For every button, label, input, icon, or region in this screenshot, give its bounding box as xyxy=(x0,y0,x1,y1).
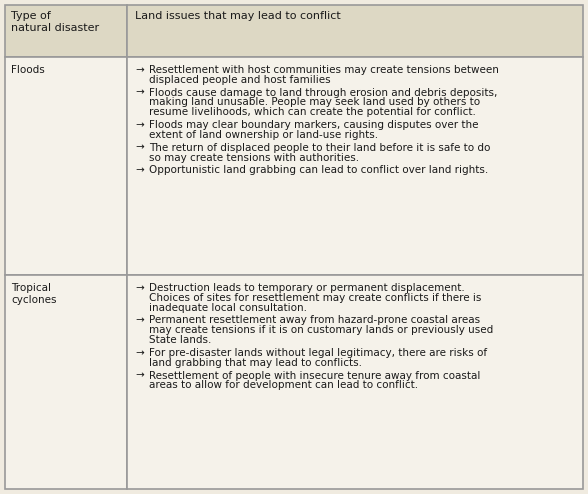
Text: →: → xyxy=(135,65,143,75)
Text: →: → xyxy=(135,165,143,175)
Bar xyxy=(5,275,127,489)
Text: inadequate local consultation.: inadequate local consultation. xyxy=(149,303,307,313)
Text: Destruction leads to temporary or permanent displacement.: Destruction leads to temporary or perman… xyxy=(149,283,465,293)
Text: extent of land ownership or land-use rights.: extent of land ownership or land-use rig… xyxy=(149,130,378,140)
Text: Permanent resettlement away from hazard-prone coastal areas: Permanent resettlement away from hazard-… xyxy=(149,316,480,326)
Text: Tropical
cyclones: Tropical cyclones xyxy=(11,283,56,305)
Bar xyxy=(5,5,127,57)
Text: Resettlement of people with insecure tenure away from coastal: Resettlement of people with insecure ten… xyxy=(149,370,480,380)
Text: land grabbing that may lead to conflicts.: land grabbing that may lead to conflicts… xyxy=(149,358,362,368)
Text: so may create tensions with authorities.: so may create tensions with authorities. xyxy=(149,153,359,163)
Text: Land issues that may lead to conflict: Land issues that may lead to conflict xyxy=(135,11,341,21)
Text: For pre-disaster lands without legal legitimacy, there are risks of: For pre-disaster lands without legal leg… xyxy=(149,348,487,358)
Text: Opportunistic land grabbing can lead to conflict over land rights.: Opportunistic land grabbing can lead to … xyxy=(149,165,488,175)
Text: Choices of sites for resettlement may create conflicts if there is: Choices of sites for resettlement may cr… xyxy=(149,293,482,303)
Text: Floods: Floods xyxy=(11,65,45,75)
Text: may create tensions if it is on customary lands or previously used: may create tensions if it is on customar… xyxy=(149,326,493,335)
Text: Floods may clear boundary markers, causing disputes over the: Floods may clear boundary markers, causi… xyxy=(149,120,479,130)
Text: making land unusable. People may seek land used by others to: making land unusable. People may seek la… xyxy=(149,97,480,108)
Text: Floods cause damage to land through erosion and debris deposits,: Floods cause damage to land through eros… xyxy=(149,87,497,98)
Text: →: → xyxy=(135,348,143,358)
Text: displaced people and host families: displaced people and host families xyxy=(149,75,330,85)
Bar xyxy=(127,275,583,489)
Text: Resettlement with host communities may create tensions between: Resettlement with host communities may c… xyxy=(149,65,499,75)
Text: →: → xyxy=(135,120,143,130)
Text: →: → xyxy=(135,370,143,380)
Text: State lands.: State lands. xyxy=(149,335,211,345)
Text: →: → xyxy=(135,283,143,293)
Text: resume livelihoods, which can create the potential for conflict.: resume livelihoods, which can create the… xyxy=(149,107,476,118)
Bar xyxy=(127,5,583,57)
Text: The return of displaced people to their land before it is safe to do: The return of displaced people to their … xyxy=(149,143,490,153)
Text: →: → xyxy=(135,87,143,98)
Text: areas to allow for development can lead to conflict.: areas to allow for development can lead … xyxy=(149,380,418,390)
Text: →: → xyxy=(135,316,143,326)
Bar xyxy=(5,57,127,275)
Bar xyxy=(127,57,583,275)
Text: Type of
natural disaster: Type of natural disaster xyxy=(11,11,99,33)
Text: →: → xyxy=(135,143,143,153)
